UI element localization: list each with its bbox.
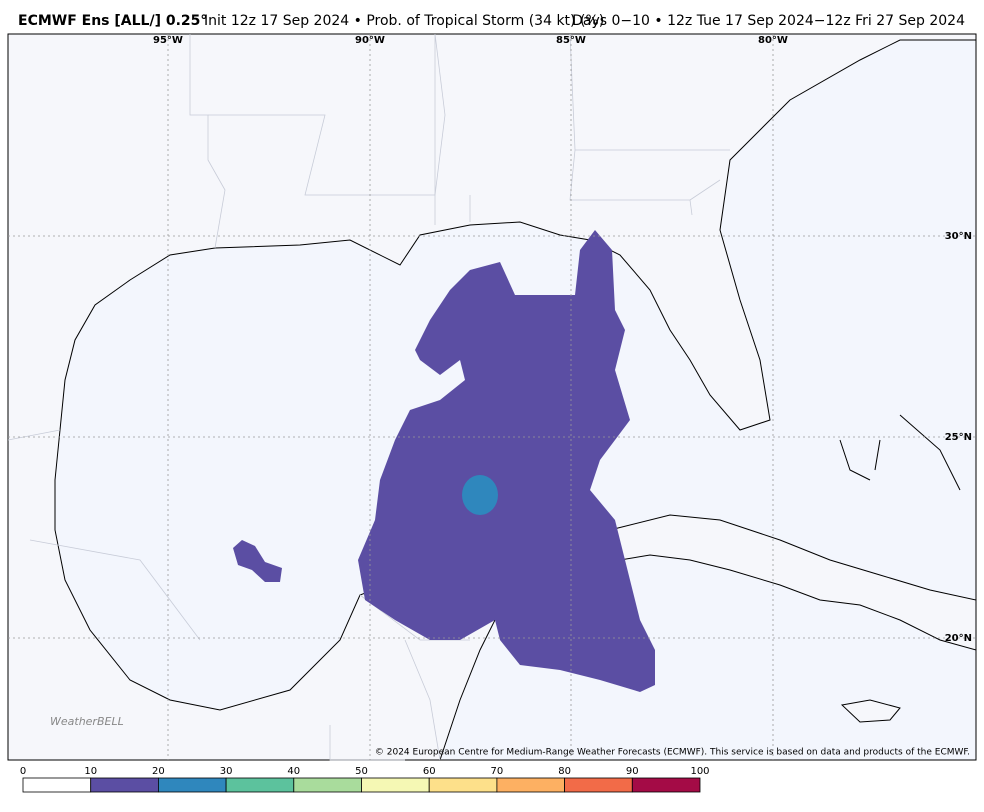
- valid-time: Days 0−10 • 12z Tue 17 Sep 2024−12z Fri …: [572, 13, 965, 29]
- bahamas: [839, 414, 961, 491]
- colorbar-tick-label: 40: [287, 766, 300, 777]
- lon-label: 85°W: [556, 35, 586, 46]
- prob-10-20: [358, 230, 655, 692]
- colorbar-segment: [157, 777, 227, 793]
- colorbar-tick-label: 20: [152, 766, 165, 777]
- title-rest: Init 12z 17 Sep 2024 • Prob. of Tropical…: [204, 13, 604, 29]
- prob-20-30: [462, 475, 498, 515]
- lon-label: 95°W: [153, 35, 183, 46]
- lat-label: 30°N: [945, 231, 972, 242]
- copyright: © 2024 European Centre for Medium-Range …: [375, 748, 970, 758]
- colorbar-segment: [90, 777, 159, 793]
- lon-label: 90°W: [355, 35, 385, 46]
- colorbar-tick-label: 90: [626, 766, 639, 777]
- cuba: [573, 514, 977, 651]
- watermark: WeatherBELL: [50, 715, 124, 728]
- lon-label: 80°W: [758, 35, 788, 46]
- colorbar-segment: [293, 777, 362, 793]
- colorbar-tick-label: 10: [84, 766, 97, 777]
- colorbar-segment: [22, 777, 92, 793]
- colorbar-segment: [361, 777, 430, 793]
- colorbar-tick-label: 100: [690, 766, 709, 777]
- colorbar: 0 10 20 30 40 50 60 70 80 90 100: [20, 766, 710, 793]
- colorbar-segment: [428, 777, 498, 793]
- graticule: [8, 34, 976, 760]
- colorbar-tick-label: 30: [220, 766, 233, 777]
- colorbar-tick-label: 80: [558, 766, 571, 777]
- colorbar-tick-label: 0: [20, 766, 26, 777]
- prob-10-20-small: [233, 540, 282, 582]
- colorbar-segment: [225, 777, 295, 793]
- state-lines: [7, 33, 730, 761]
- colorbar-segment: [564, 777, 633, 793]
- colorbar-segment: [631, 777, 701, 793]
- colorbar-tick-label: 50: [355, 766, 368, 777]
- colorbar-segment: [496, 777, 565, 793]
- lat-label: 25°N: [945, 432, 972, 443]
- map: WeatherBELL © 2024 European Centre for M…: [7, 33, 977, 761]
- jamaica: [840, 699, 901, 723]
- colorbar-tick-label: 60: [423, 766, 436, 777]
- lat-label: 20°N: [945, 633, 972, 644]
- title-bold: ECMWF Ens [ALL/] 0.25°: [18, 13, 207, 29]
- colorbar-tick-label: 70: [491, 766, 504, 777]
